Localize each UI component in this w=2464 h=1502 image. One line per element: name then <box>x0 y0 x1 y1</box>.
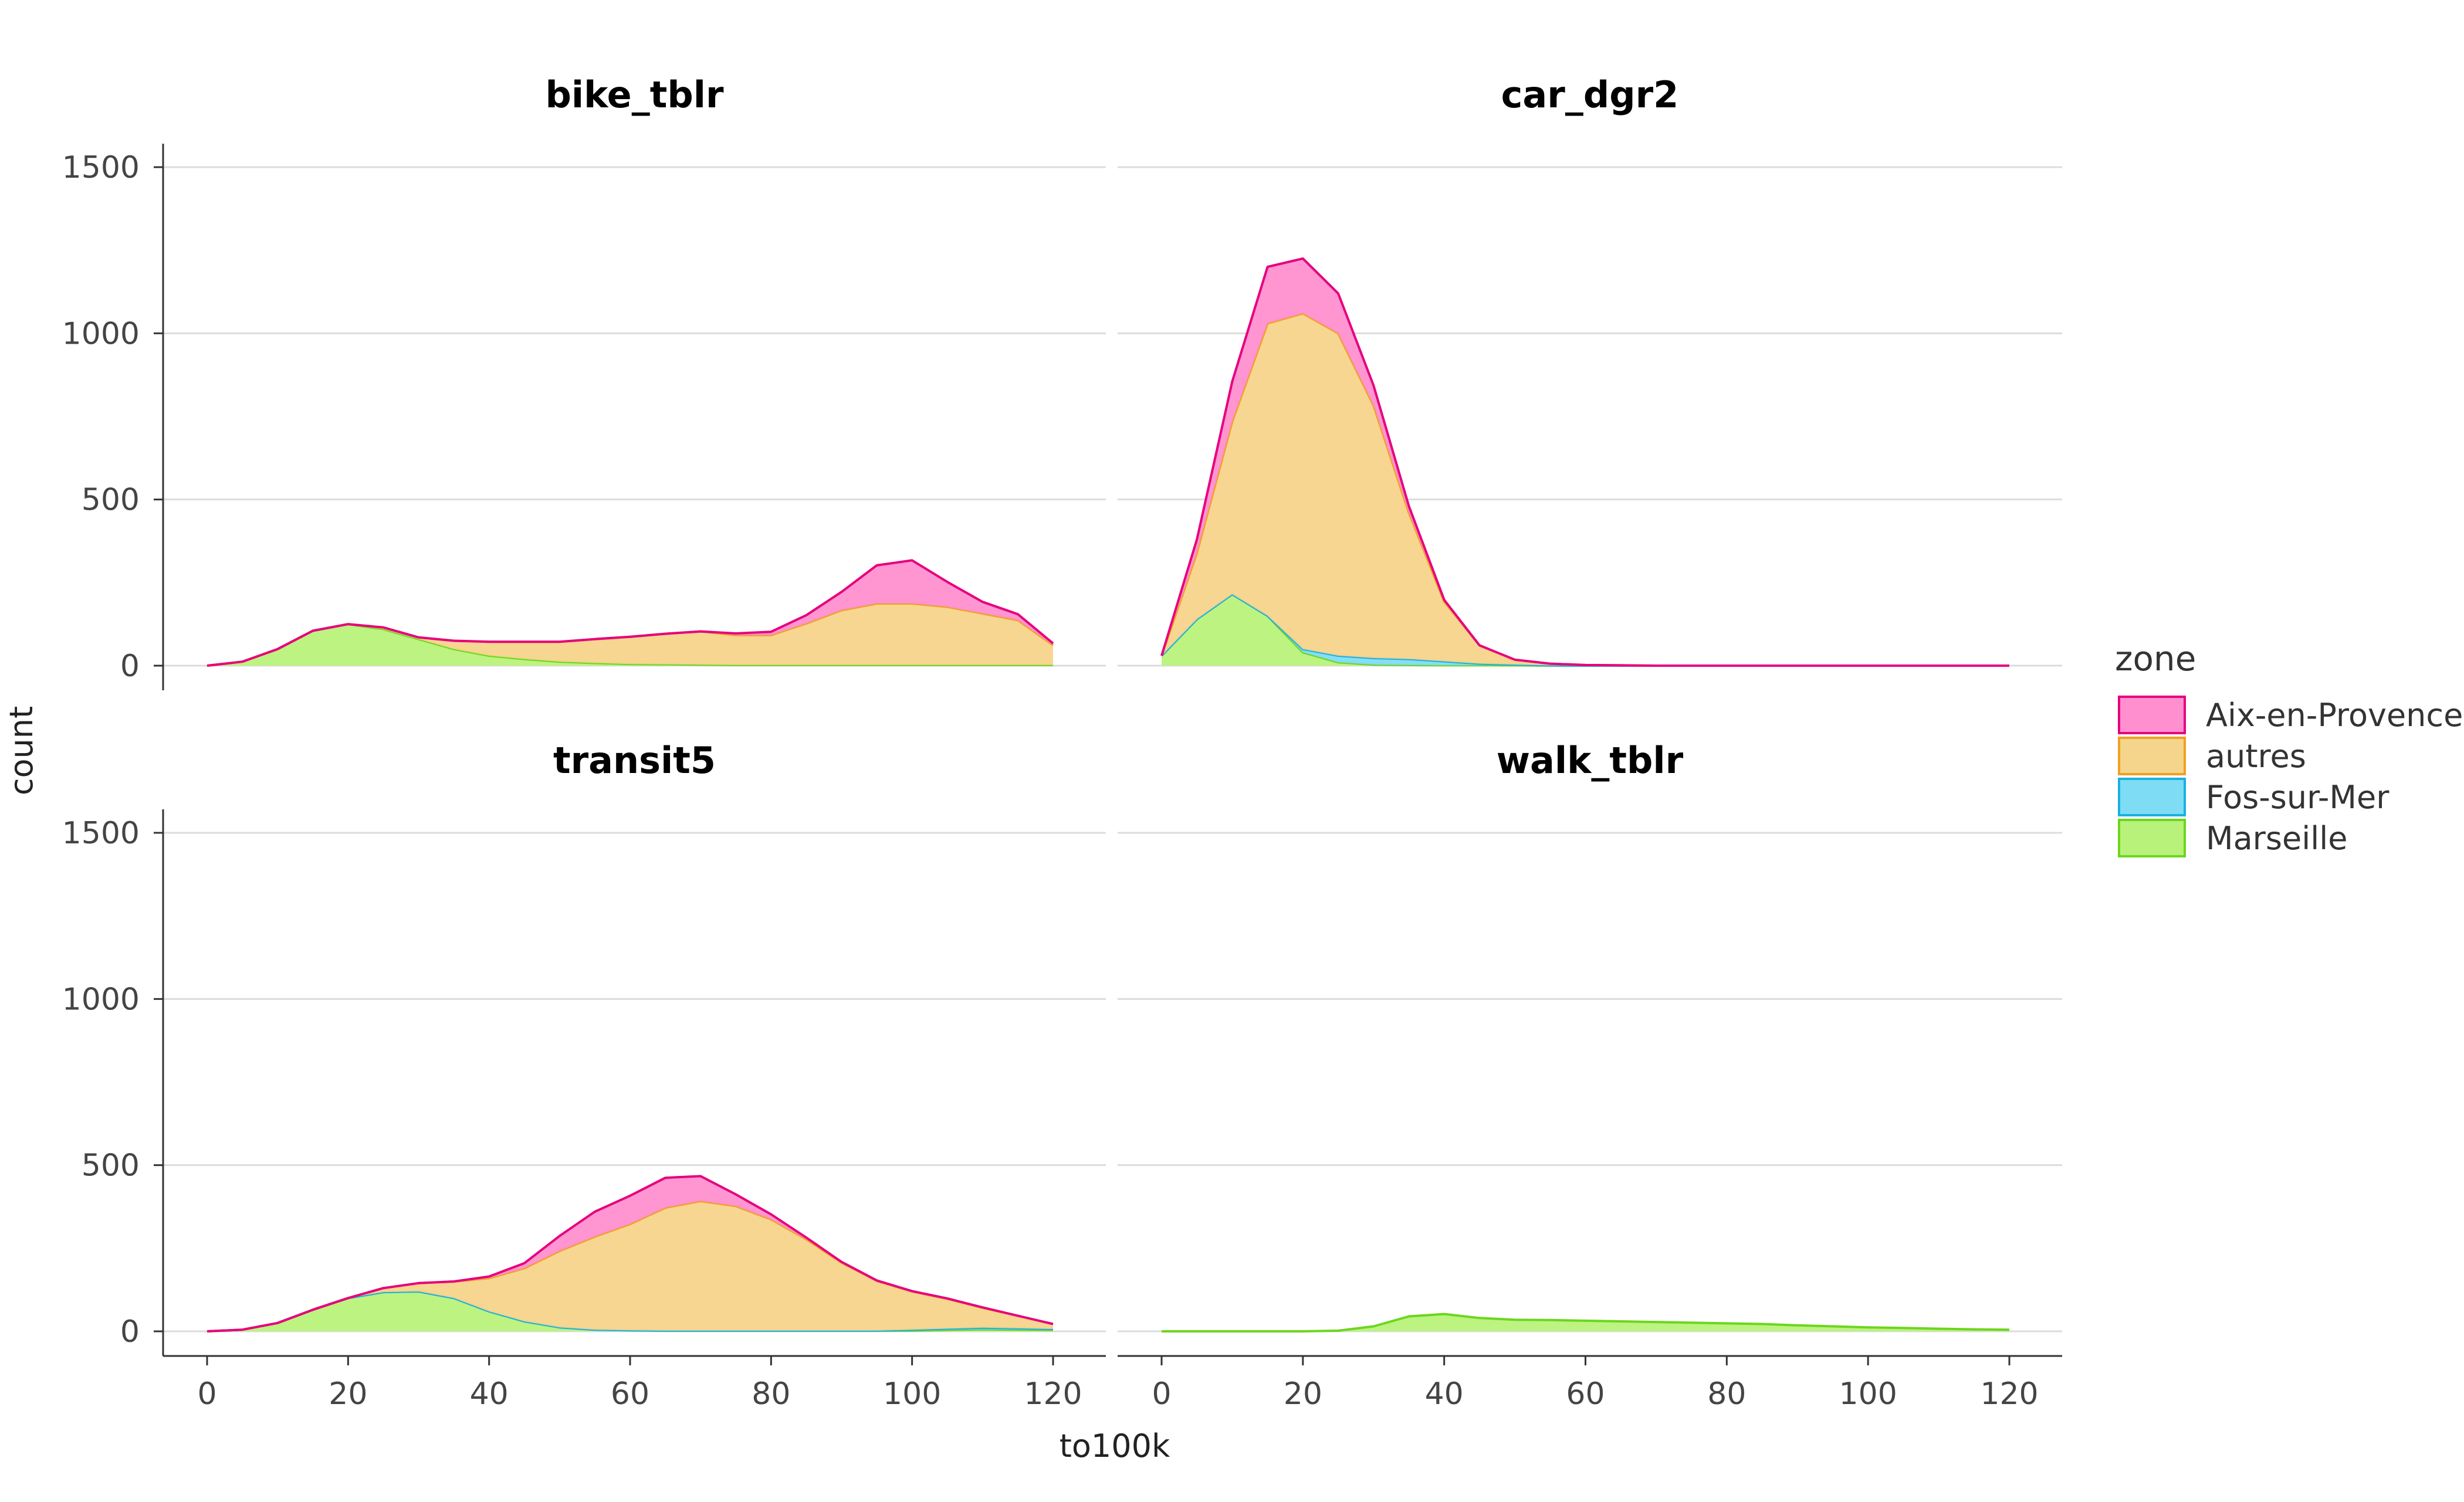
x-tick-label: 20 <box>329 1376 367 1412</box>
legend-swatch <box>2118 778 2186 816</box>
area-outline-aix-en-provence <box>207 1175 1054 1333</box>
x-axis-title: to100k <box>1060 1428 1170 1464</box>
legend: zone Aix-en-Provence autres Fos-sur-Mer Mar… <box>2115 639 2463 857</box>
x-tick-label: 120 <box>1024 1376 1082 1412</box>
x-tick-label: 40 <box>470 1376 509 1412</box>
legend-label: autres <box>2206 738 2306 775</box>
y-tick-label: 1000 <box>62 982 140 1017</box>
x-tick-label: 80 <box>752 1376 790 1412</box>
legend-swatch <box>2118 737 2186 775</box>
x-tick-label: 40 <box>1425 1376 1464 1412</box>
x-tick-label: 0 <box>197 1376 216 1412</box>
panel-transit5: transit5 0 500 1000 1500 0 20 40 60 80 100 120 <box>62 739 1106 1412</box>
y-tick-label: 1500 <box>62 816 140 851</box>
panel-title: car_dgr2 <box>1501 73 1679 116</box>
x-tick-label: 100 <box>883 1376 941 1412</box>
panel-title: walk_tblr <box>1497 739 1684 782</box>
y-tick-label: 500 <box>82 1148 140 1184</box>
x-tick-label: 80 <box>1707 1376 1746 1412</box>
panel-title: bike_tblr <box>545 73 724 116</box>
panel-title: transit5 <box>553 739 716 782</box>
legend-swatch <box>2118 696 2186 734</box>
area-outline-aix-en-provence <box>207 559 1054 667</box>
area-autres <box>207 603 1053 666</box>
panels: bike_tblr050010001500car_dgr2transit5050… <box>62 73 2062 1412</box>
x-tick-label: 60 <box>611 1376 649 1412</box>
panel-bike-tblr: bike_tblr 0 500 1000 1500 <box>62 73 1106 690</box>
legend-title: zone <box>2115 639 2196 679</box>
legend-swatch <box>2118 819 2186 857</box>
x-tick-label: 60 <box>1566 1376 1605 1412</box>
panel-car-dgr2: car_dgr2 <box>1118 73 2062 667</box>
y-tick-label: 1500 <box>62 150 140 185</box>
x-tick-label: 100 <box>1839 1376 1897 1412</box>
x-tick-label: 20 <box>1284 1376 1322 1412</box>
y-tick-label: 1000 <box>62 316 140 351</box>
area-autres <box>207 1201 1053 1331</box>
x-tick-label: 120 <box>1980 1376 2038 1412</box>
x-tick-label: 0 <box>1152 1376 1171 1412</box>
area-marseille <box>1162 594 2009 666</box>
y-tick-label: 0 <box>120 1314 140 1350</box>
area-outline-aix-en-provence <box>1160 257 2009 667</box>
legend-label: Fos-sur-Mer <box>2206 779 2389 816</box>
y-tick-label: 0 <box>120 649 140 684</box>
y-axis-title: count <box>3 706 40 795</box>
panel-walk-tblr: walk_tblr 0 20 40 60 80 100 120 <box>1118 739 2062 1412</box>
area-outline-marseille <box>1162 1313 2010 1333</box>
area-marseille <box>207 1291 1053 1331</box>
area-autres <box>1162 313 2009 666</box>
area-aix-en-provence <box>207 1176 1053 1331</box>
area-marseille <box>207 624 1053 666</box>
legend-label: Marseille <box>2206 820 2347 857</box>
legend-label: Aix-en-Provence <box>2206 697 2463 734</box>
y-tick-label: 500 <box>82 483 140 518</box>
